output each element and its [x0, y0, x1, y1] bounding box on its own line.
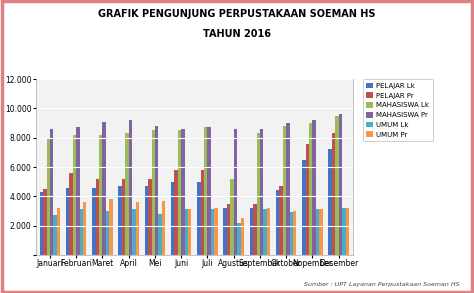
- Bar: [118, 186, 122, 255]
- Bar: [276, 190, 279, 255]
- Bar: [237, 223, 240, 255]
- Bar: [155, 126, 158, 255]
- Bar: [178, 130, 181, 255]
- Bar: [197, 182, 201, 255]
- Bar: [185, 209, 188, 255]
- Bar: [152, 130, 155, 255]
- Bar: [260, 129, 264, 255]
- Bar: [328, 149, 332, 255]
- Legend: PELAJAR Lk, PELAJAR Pr, MAHASISWA Lk, MAHASISWA Pr, UMUM Lk, UMUM Pr: PELAJAR Lk, PELAJAR Pr, MAHASISWA Lk, MA…: [363, 79, 433, 141]
- Bar: [250, 208, 253, 255]
- Bar: [46, 138, 50, 255]
- Bar: [40, 192, 43, 255]
- Bar: [211, 209, 214, 255]
- Bar: [230, 179, 234, 255]
- Bar: [43, 189, 46, 255]
- Bar: [204, 127, 208, 255]
- Bar: [122, 179, 125, 255]
- Bar: [346, 208, 349, 255]
- Bar: [102, 122, 106, 255]
- Bar: [57, 208, 60, 255]
- Bar: [293, 211, 296, 255]
- Bar: [339, 114, 342, 255]
- Bar: [279, 186, 283, 255]
- Bar: [267, 208, 270, 255]
- Text: GRAFIK PENGUNJUNG PERPUSTAKAAN SOEMAN HS: GRAFIK PENGUNJUNG PERPUSTAKAAN SOEMAN HS: [98, 9, 376, 19]
- Bar: [136, 202, 139, 255]
- Bar: [129, 120, 132, 255]
- Text: Sumber : UPT Layanan Perpustakaan Soeman HS: Sumber : UPT Layanan Perpustakaan Soeman…: [304, 282, 460, 287]
- Bar: [69, 173, 73, 255]
- Bar: [312, 120, 316, 255]
- Bar: [132, 209, 136, 255]
- Bar: [174, 170, 178, 255]
- Bar: [162, 201, 165, 255]
- Bar: [309, 123, 312, 255]
- Bar: [342, 208, 346, 255]
- Bar: [240, 218, 244, 255]
- Bar: [83, 202, 86, 255]
- Bar: [316, 209, 319, 255]
- Bar: [214, 208, 218, 255]
- Bar: [208, 127, 211, 255]
- Bar: [148, 179, 152, 255]
- Bar: [188, 209, 191, 255]
- Bar: [319, 209, 323, 255]
- Bar: [76, 127, 80, 255]
- Bar: [264, 209, 267, 255]
- Bar: [290, 212, 293, 255]
- Bar: [223, 208, 227, 255]
- Bar: [125, 133, 129, 255]
- Bar: [201, 170, 204, 255]
- Bar: [286, 123, 290, 255]
- Bar: [80, 209, 83, 255]
- Bar: [66, 188, 69, 255]
- Bar: [109, 199, 113, 255]
- Bar: [50, 129, 54, 255]
- Bar: [302, 160, 306, 255]
- Bar: [253, 204, 256, 255]
- Bar: [227, 204, 230, 255]
- Bar: [106, 211, 109, 255]
- Bar: [306, 144, 309, 255]
- Bar: [171, 182, 174, 255]
- Bar: [145, 186, 148, 255]
- Bar: [283, 126, 286, 255]
- Bar: [158, 214, 162, 255]
- Text: TAHUN 2016: TAHUN 2016: [203, 29, 271, 39]
- Bar: [332, 133, 335, 255]
- Bar: [96, 179, 99, 255]
- Bar: [92, 188, 96, 255]
- Bar: [256, 133, 260, 255]
- Bar: [234, 129, 237, 255]
- Bar: [54, 215, 57, 255]
- Bar: [181, 129, 185, 255]
- Bar: [73, 135, 76, 255]
- Bar: [99, 135, 102, 255]
- Bar: [335, 116, 339, 255]
